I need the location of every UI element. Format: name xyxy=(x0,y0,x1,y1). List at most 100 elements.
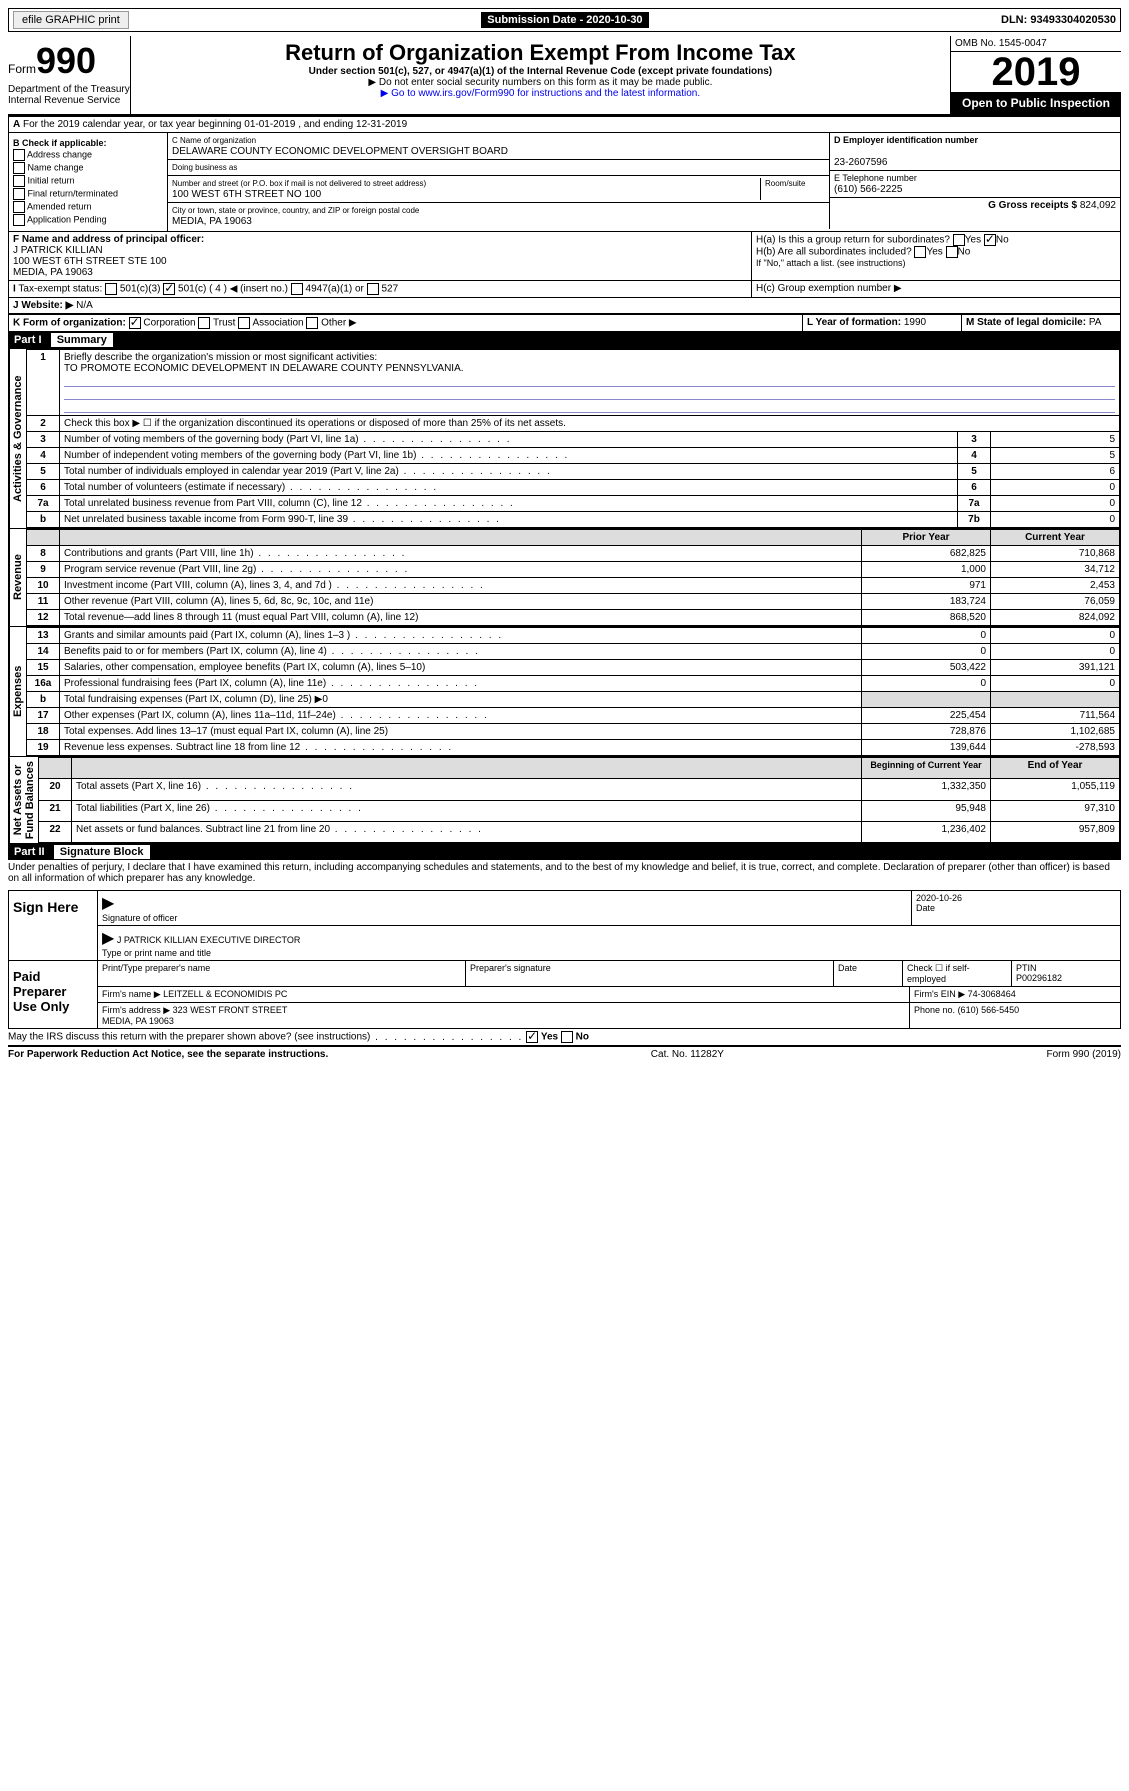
tax-year: 2019 xyxy=(951,52,1121,92)
check-initial[interactable]: Initial return xyxy=(28,175,75,185)
k-other[interactable]: Other ▶ xyxy=(321,318,356,329)
p18: 728,876 xyxy=(862,724,991,740)
form-footer: Form 990 (2019) xyxy=(1047,1049,1121,1060)
c15: 391,121 xyxy=(991,660,1120,676)
p14: 0 xyxy=(862,644,991,660)
i-501c[interactable]: 501(c) ( 4 ) ◀ (insert no.) xyxy=(178,284,288,295)
part1-header: Part I Summary xyxy=(8,332,1121,348)
k-label: K Form of organization: xyxy=(13,318,126,329)
p21: 95,948 xyxy=(862,800,991,821)
hb-label: H(b) Are all subordinates included? xyxy=(756,247,912,258)
b-header: B Check if applicable: xyxy=(13,138,163,148)
l-label: L Year of formation: xyxy=(807,317,901,328)
ha-no[interactable]: No xyxy=(996,235,1009,246)
c20: 1,055,119 xyxy=(991,779,1120,800)
website-value: N/A xyxy=(76,300,93,311)
check-column-b: B Check if applicable: Address change Na… xyxy=(9,133,168,231)
gross-value: 824,092 xyxy=(1080,200,1116,211)
a-line-text: For the 2019 calendar year, or tax year … xyxy=(23,119,407,130)
line14: Benefits paid to or for members (Part IX… xyxy=(60,644,862,660)
form-label: Form xyxy=(8,62,36,76)
check-name[interactable]: Name change xyxy=(28,162,84,172)
pra-notice: For Paperwork Reduction Act Notice, see … xyxy=(8,1049,328,1060)
part2-label: Part II xyxy=(14,846,45,858)
ha-yes[interactable]: Yes xyxy=(965,235,981,246)
firm-ein: 74-3068464 xyxy=(968,989,1016,999)
sig-date: 2020-10-26 xyxy=(916,893,962,903)
p15: 503,422 xyxy=(862,660,991,676)
c12: 824,092 xyxy=(991,610,1120,626)
line4: Number of independent voting members of … xyxy=(60,448,958,464)
line9: Program service revenue (Part VIII, line… xyxy=(60,562,862,578)
i-527[interactable]: 527 xyxy=(381,284,398,295)
ptin-value: P00296182 xyxy=(1016,973,1062,983)
website-label: Website: ▶ xyxy=(21,300,73,311)
dln: DLN: 93493304020530 xyxy=(1001,14,1116,26)
c21: 97,310 xyxy=(991,800,1120,821)
line7b: Net unrelated business taxable income fr… xyxy=(60,512,958,528)
line12: Total revenue—add lines 8 through 11 (mu… xyxy=(60,610,862,626)
p9: 1,000 xyxy=(862,562,991,578)
c17: 711,564 xyxy=(991,708,1120,724)
p8: 682,825 xyxy=(862,546,991,562)
part2-header: Part II Signature Block xyxy=(8,844,1121,860)
phone-label: E Telephone number xyxy=(834,173,917,183)
i-501c3[interactable]: 501(c)(3) xyxy=(120,284,161,295)
p11: 183,724 xyxy=(862,594,991,610)
c9: 34,712 xyxy=(991,562,1120,578)
dba-label: Doing business as xyxy=(172,163,237,172)
firm-name-label: Firm's name ▶ xyxy=(102,989,161,999)
officer-addr: 100 WEST 6TH STREET STE 100 MEDIA, PA 19… xyxy=(13,256,167,278)
officer-name: J PATRICK KILLIAN xyxy=(13,245,103,256)
self-employed-label: Check ☐ if self-employed xyxy=(902,961,1011,987)
k-corp[interactable]: Corporation xyxy=(143,318,195,329)
tax-status-label: Tax-exempt status: xyxy=(18,284,102,295)
addr-label: Number and street (or P.O. box if mail i… xyxy=(172,179,426,188)
sign-here-label: Sign Here xyxy=(9,891,97,960)
preparer-sig-label: Preparer's signature xyxy=(465,961,833,987)
main-title: Return of Organization Exempt From Incom… xyxy=(139,40,942,66)
p22: 1,236,402 xyxy=(862,821,991,842)
begin-year-hdr: Beginning of Current Year xyxy=(862,758,991,779)
k-assoc[interactable]: Association xyxy=(252,318,303,329)
p16a: 0 xyxy=(862,676,991,692)
discuss-yes[interactable]: Yes xyxy=(541,1032,558,1043)
discuss-no[interactable]: No xyxy=(576,1032,589,1043)
k-trust[interactable]: Trust xyxy=(213,318,235,329)
firm-addr-label: Firm's address ▶ xyxy=(102,1005,170,1015)
cat-no: Cat. No. 11282Y xyxy=(651,1049,724,1060)
sig-officer-label: Signature of officer xyxy=(102,913,177,923)
line3: Number of voting members of the governin… xyxy=(60,432,958,448)
check-final[interactable]: Final return/terminated xyxy=(28,188,119,198)
line1-value: TO PROMOTE ECONOMIC DEVELOPMENT IN DELAW… xyxy=(64,363,464,374)
subtitle-2: ▶ Do not enter social security numbers o… xyxy=(139,77,942,88)
hb-no[interactable]: No xyxy=(958,247,971,258)
title-block: Form990 Department of the Treasury Inter… xyxy=(8,36,1121,116)
check-amended[interactable]: Amended return xyxy=(27,201,92,211)
check-pending[interactable]: Application Pending xyxy=(27,214,107,224)
p13: 0 xyxy=(862,628,991,644)
l-value: 1990 xyxy=(904,317,926,328)
c10: 2,453 xyxy=(991,578,1120,594)
val7a: 0 xyxy=(991,496,1120,512)
efile-label[interactable]: efile GRAPHIC print xyxy=(13,11,129,29)
c14: 0 xyxy=(991,644,1120,660)
gross-label: G Gross receipts $ xyxy=(988,200,1077,211)
hb-yes[interactable]: Yes xyxy=(926,247,942,258)
irs-link[interactable]: ▶ Go to www.irs.gov/Form990 for instruct… xyxy=(381,88,701,99)
line5: Total number of individuals employed in … xyxy=(60,464,958,480)
val4: 5 xyxy=(991,448,1120,464)
check-address[interactable]: Address change xyxy=(27,149,92,159)
c8: 710,868 xyxy=(991,546,1120,562)
form-number: 990 xyxy=(36,40,96,82)
part2-title: Signature Block xyxy=(54,845,150,859)
city-label: City or town, state or province, country… xyxy=(172,206,419,215)
street-address: 100 WEST 6TH STREET NO 100 xyxy=(172,189,321,200)
c22: 957,809 xyxy=(991,821,1120,842)
line11: Other revenue (Part VIII, column (A), li… xyxy=(60,594,862,610)
part1-label: Part I xyxy=(14,334,42,346)
p17: 225,454 xyxy=(862,708,991,724)
ha-label: H(a) Is this a group return for subordin… xyxy=(756,235,950,246)
subtitle-1: Under section 501(c), 527, or 4947(a)(1)… xyxy=(139,66,942,77)
i-4947[interactable]: 4947(a)(1) or xyxy=(306,284,364,295)
